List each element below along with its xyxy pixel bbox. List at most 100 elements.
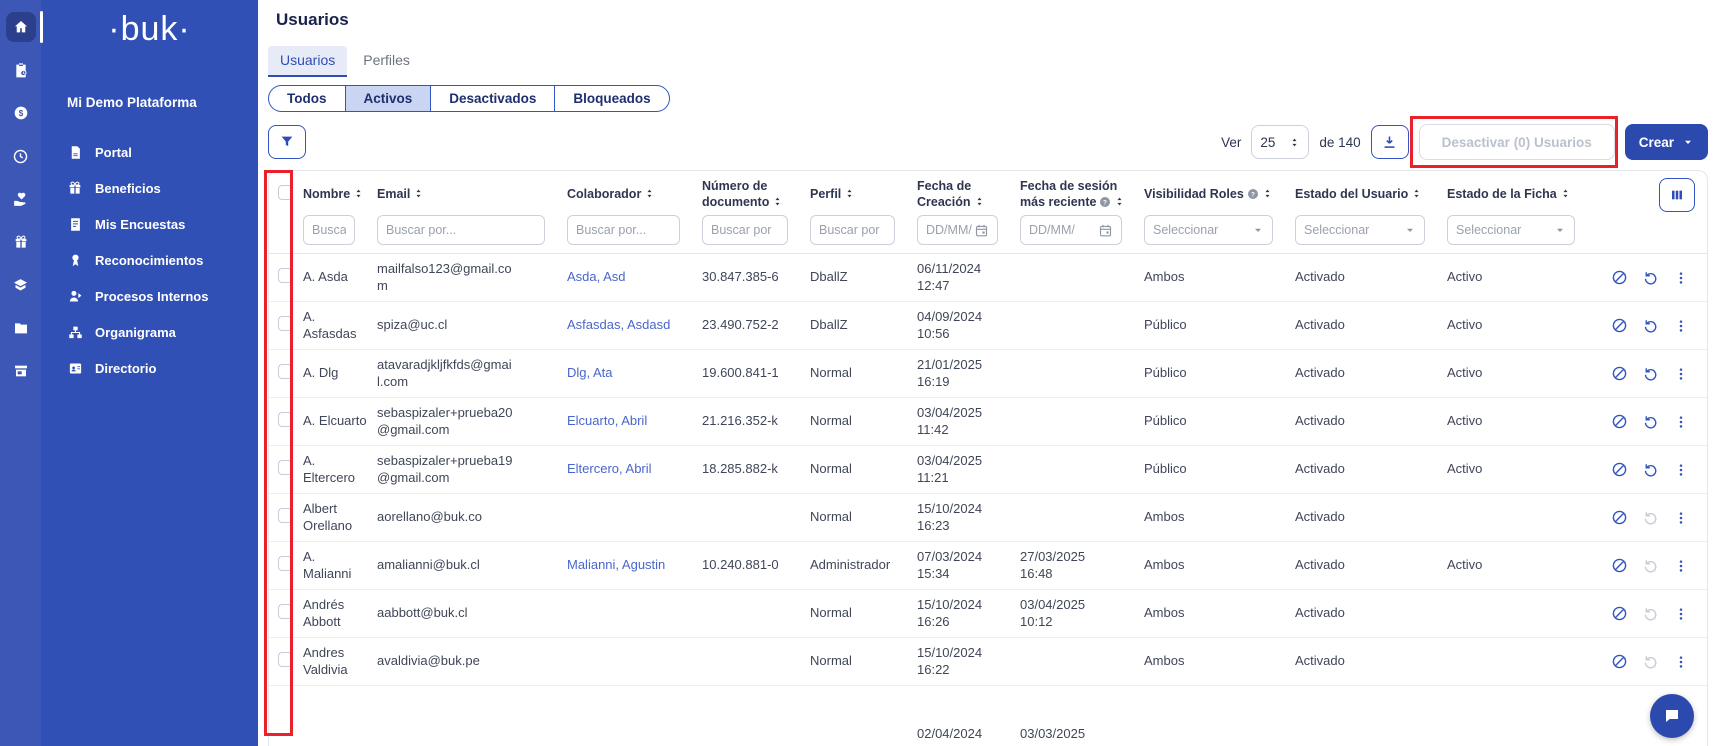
time-clock-icon[interactable] (6, 141, 36, 171)
column-label: Número de documento (702, 179, 769, 209)
education-layers-icon[interactable] (6, 270, 36, 300)
tab-usuarios[interactable]: Usuarios (268, 46, 347, 77)
sidebar-item-mis-encuestas[interactable]: Mis Encuestas (41, 206, 258, 242)
segment-bloqueados[interactable]: Bloqueados (555, 86, 668, 111)
row-menu-icon[interactable] (1673, 318, 1689, 334)
segment-desactivados[interactable]: Desactivados (431, 86, 555, 111)
page-size-select[interactable]: 25 (1251, 125, 1309, 159)
row-menu-icon[interactable] (1673, 510, 1689, 526)
sort-icon[interactable] (353, 188, 364, 199)
deactivate-user-icon[interactable] (1611, 509, 1628, 526)
column-settings-button[interactable] (1659, 178, 1695, 212)
reset-password-icon[interactable] (1642, 605, 1659, 622)
gift-box-icon[interactable] (6, 227, 36, 257)
colaborador-link[interactable]: Malianni, Agustin (567, 557, 665, 572)
payments-coin-icon[interactable]: $ (6, 98, 36, 128)
row-checkbox[interactable] (278, 556, 293, 571)
desactivar-button[interactable]: Desactivar (0) Usuarios (1419, 124, 1615, 160)
colaborador-link[interactable]: Elcuarto, Abril (567, 413, 647, 428)
sidebar-item-directorio[interactable]: Directorio (41, 350, 258, 386)
reset-password-icon[interactable] (1642, 557, 1659, 574)
chat-button[interactable] (1650, 694, 1694, 738)
reset-password-icon[interactable] (1642, 461, 1659, 478)
filter-cell-estado-usuario: Seleccionar (1295, 215, 1447, 245)
sort-icon[interactable] (772, 196, 783, 207)
select-all-checkbox[interactable] (278, 185, 293, 200)
row-menu-icon[interactable] (1673, 462, 1689, 478)
reset-password-icon[interactable] (1642, 269, 1659, 286)
deactivate-user-icon[interactable] (1611, 557, 1628, 574)
row-checkbox[interactable] (278, 268, 293, 283)
row-checkbox[interactable] (278, 604, 293, 619)
filter-date-creacion[interactable]: DD/MM/ (917, 215, 998, 245)
reset-password-icon[interactable] (1642, 413, 1659, 430)
sort-icon[interactable] (1114, 196, 1125, 207)
sort-icon[interactable] (1411, 188, 1422, 199)
filter-input-colaborador[interactable] (567, 215, 680, 245)
reset-password-icon[interactable] (1642, 365, 1659, 382)
row-checkbox[interactable] (278, 508, 293, 523)
filter-input-perfil[interactable] (810, 215, 895, 245)
table-row: A. Malianniamalianni@buk.clMalianni, Agu… (269, 542, 1707, 590)
reset-password-icon[interactable] (1642, 653, 1659, 670)
colaborador-link[interactable]: Dlg, Ata (567, 365, 613, 380)
cell-documento: 10.240.881-0 (702, 557, 810, 574)
row-menu-icon[interactable] (1673, 414, 1689, 430)
crear-button[interactable]: Crear (1625, 124, 1708, 160)
deactivate-user-icon[interactable] (1611, 365, 1628, 382)
row-checkbox[interactable] (278, 316, 293, 331)
row-menu-icon[interactable] (1673, 558, 1689, 574)
sort-icon[interactable] (974, 196, 985, 207)
filter-button[interactable] (268, 125, 306, 159)
sidebar-item-beneficios[interactable]: Beneficios (41, 170, 258, 206)
sidebar-item-organigrama[interactable]: Organigrama (41, 314, 258, 350)
filter-input-documento[interactable] (702, 215, 788, 245)
colaborador-link[interactable]: Eltercero, Abril (567, 461, 652, 476)
deactivate-user-icon[interactable] (1611, 461, 1628, 478)
tab-perfiles[interactable]: Perfiles (351, 46, 422, 77)
row-checkbox[interactable] (278, 652, 293, 667)
store-icon[interactable] (6, 356, 36, 386)
sort-icon[interactable] (844, 188, 855, 199)
segment-activos[interactable]: Activos (346, 86, 432, 111)
cell-email: aabbott@buk.cl (377, 605, 527, 622)
deactivate-user-icon[interactable] (1611, 605, 1628, 622)
filter-date-sesion[interactable]: DD/MM/ (1020, 215, 1122, 245)
sidebar-item-procesos-internos[interactable]: Procesos Internos (41, 278, 258, 314)
clipboard-clock-icon[interactable] (6, 55, 36, 85)
home-icon[interactable] (6, 12, 36, 42)
row-menu-icon[interactable] (1673, 270, 1689, 286)
sidebar-item-reconocimientos[interactable]: Reconocimientos (41, 242, 258, 278)
row-menu-icon[interactable] (1673, 654, 1689, 670)
sidebar-item-portal[interactable]: Portal (41, 134, 258, 170)
deactivate-user-icon[interactable] (1611, 653, 1628, 670)
reset-password-icon[interactable] (1642, 317, 1659, 334)
filter-input-nombre[interactable] (303, 215, 355, 245)
deactivate-user-icon[interactable] (1611, 413, 1628, 430)
reset-password-icon[interactable] (1642, 509, 1659, 526)
benefits-hand-heart-icon[interactable] (6, 184, 36, 214)
filter-input-email[interactable] (377, 215, 545, 245)
deactivate-user-icon[interactable] (1611, 317, 1628, 334)
filter-select-estado-usuario[interactable]: Seleccionar (1295, 215, 1425, 245)
row-checkbox[interactable] (278, 364, 293, 379)
filter-cell-estado-ficha: Seleccionar (1447, 215, 1597, 245)
colaborador-link[interactable]: Asda, Asd (567, 269, 626, 284)
cell-perfil: DballZ (810, 317, 917, 334)
row-checkbox[interactable] (278, 460, 293, 475)
sort-icon[interactable] (1560, 188, 1571, 199)
row-menu-icon[interactable] (1673, 366, 1689, 382)
filter-select-estado-ficha[interactable]: Seleccionar (1447, 215, 1575, 245)
sort-icon[interactable] (644, 188, 655, 199)
row-checkbox[interactable] (278, 412, 293, 427)
filter-select-visibilidad[interactable]: Seleccionar (1144, 215, 1273, 245)
download-button[interactable] (1371, 125, 1409, 159)
colaborador-link[interactable]: Asfasdas, Asdasd (567, 317, 670, 332)
segment-todos[interactable]: Todos (269, 86, 346, 111)
sort-icon[interactable] (413, 188, 424, 199)
deactivate-user-icon[interactable] (1611, 269, 1628, 286)
row-menu-icon[interactable] (1673, 606, 1689, 622)
sort-icon[interactable] (1262, 188, 1273, 199)
cell-email: avaldivia@buk.pe (377, 653, 527, 670)
folder-icon[interactable] (6, 313, 36, 343)
